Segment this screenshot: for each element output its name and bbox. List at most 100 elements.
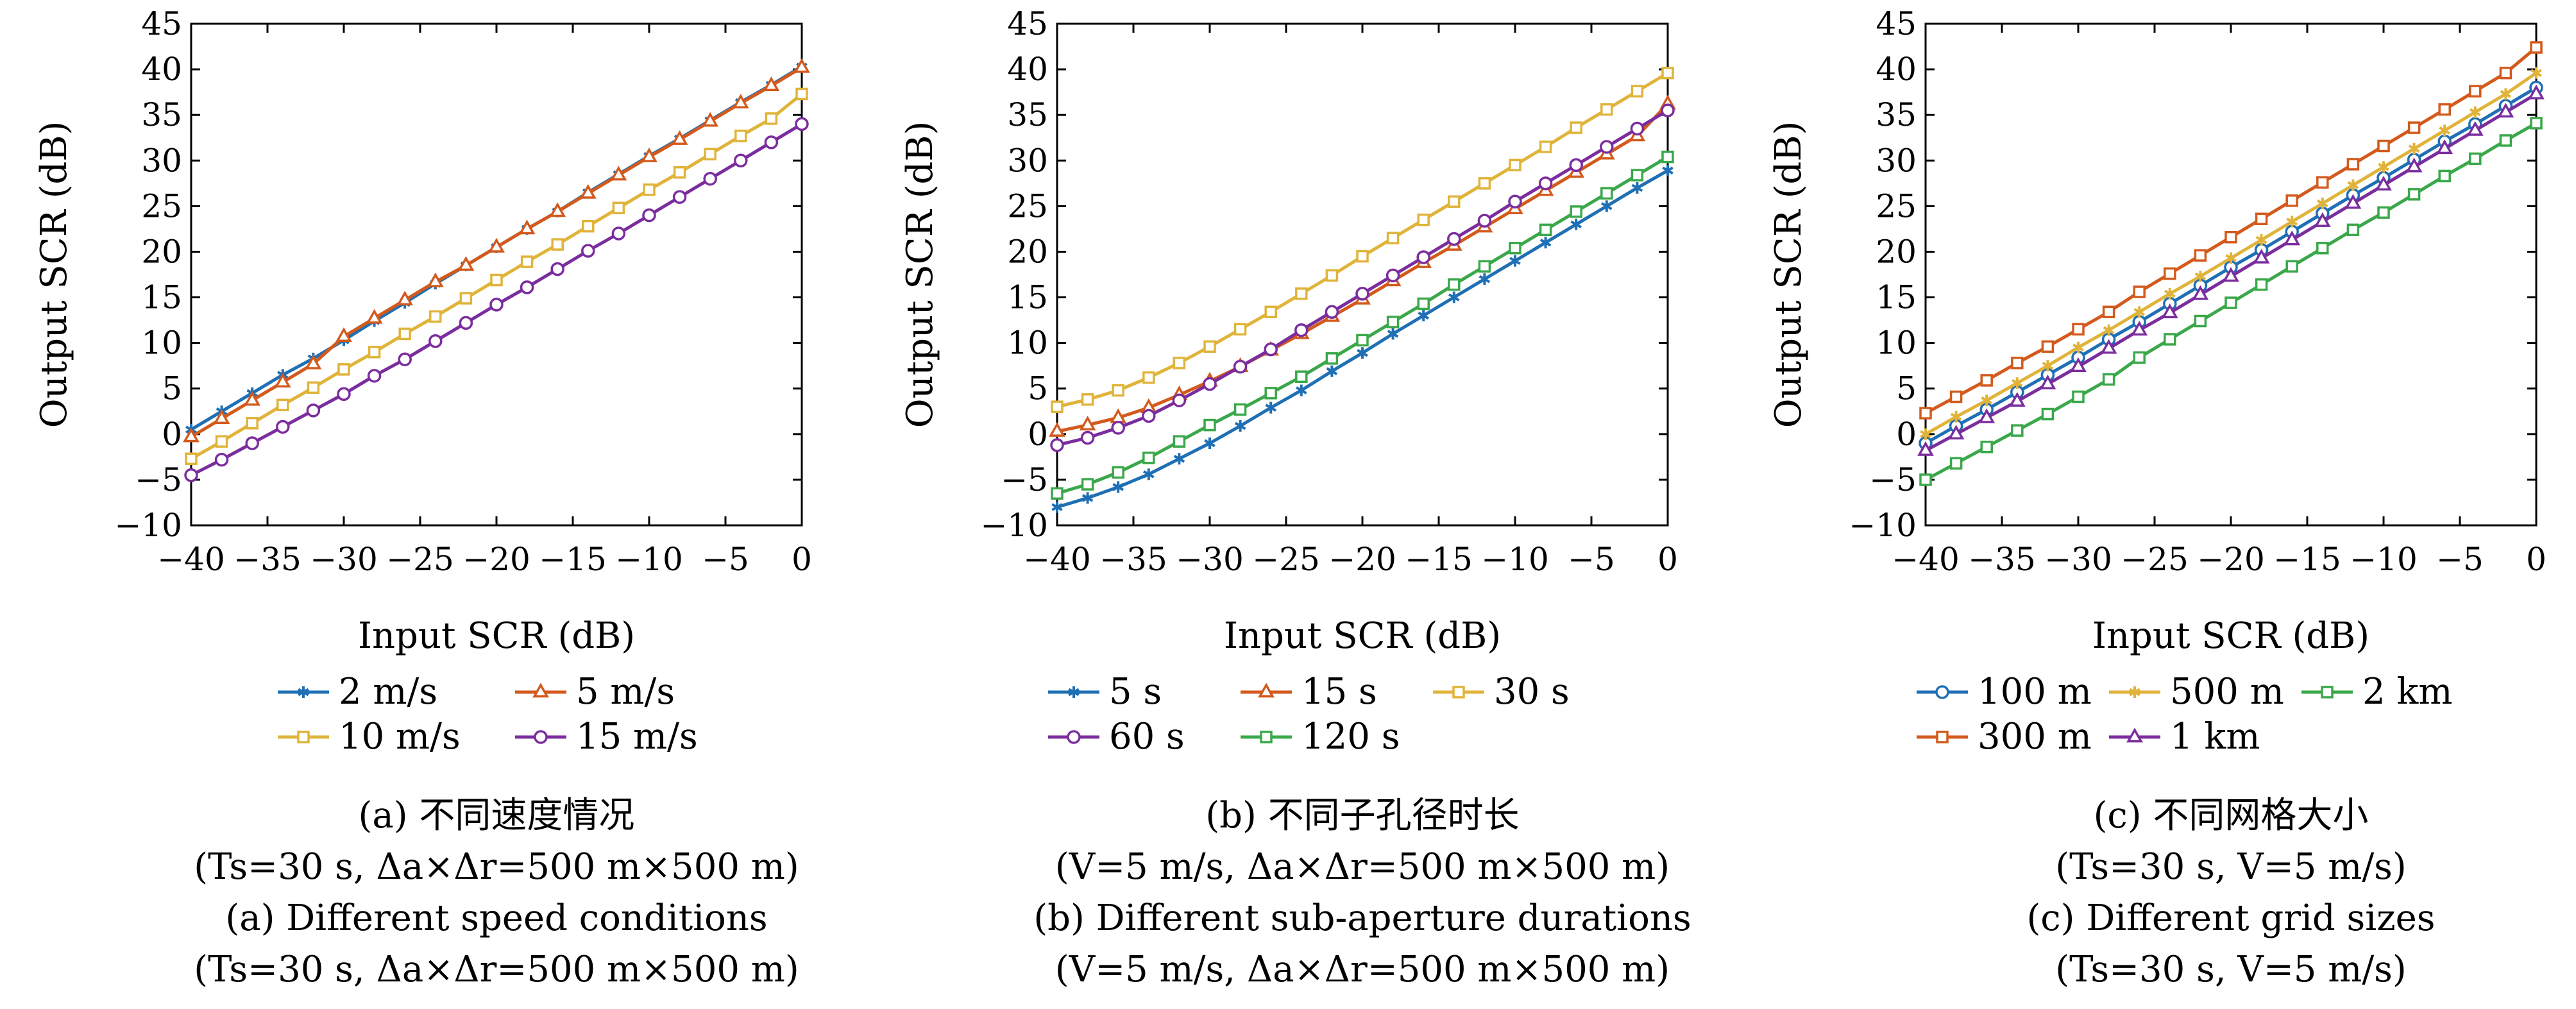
legend-label: 120 s xyxy=(1301,716,1400,758)
data-point xyxy=(183,427,199,443)
legend-marker xyxy=(1936,731,1949,743)
data-point xyxy=(2377,139,2390,153)
series-2-km xyxy=(1919,117,2543,486)
data-point xyxy=(1355,287,1369,301)
data-point xyxy=(581,244,595,258)
data-point xyxy=(335,327,352,343)
data-point xyxy=(2470,106,2481,118)
data-point xyxy=(1112,466,1124,479)
x-tick-label: −35 xyxy=(233,541,301,578)
data-point xyxy=(1050,438,1064,452)
data-point xyxy=(489,298,504,312)
legend-marker xyxy=(2321,686,2334,699)
series-5-m-s xyxy=(183,58,810,443)
data-point xyxy=(1295,370,1308,383)
data-point xyxy=(734,130,747,142)
caption-cn-params: (Ts=30 s, Δa×Δr=500 m×500 m) xyxy=(194,846,799,888)
data-point xyxy=(1386,232,1400,244)
legend-label: 2 km xyxy=(2362,671,2452,713)
data-point xyxy=(1631,182,1643,194)
legend-label: 300 m xyxy=(1978,716,2092,758)
data-point xyxy=(1356,334,1369,347)
y-tick-label: 35 xyxy=(1876,96,1917,133)
data-point xyxy=(704,148,716,161)
y-tick-label: 20 xyxy=(1007,233,1048,270)
data-point xyxy=(2439,124,2450,137)
data-point xyxy=(1325,352,1339,365)
data-point xyxy=(2164,333,2176,346)
data-point xyxy=(276,420,290,434)
data-point xyxy=(1325,305,1339,319)
data-point xyxy=(1949,457,1963,470)
data-point xyxy=(673,166,686,179)
data-point xyxy=(366,309,383,324)
data-point xyxy=(1233,323,1247,336)
data-point xyxy=(2255,233,2267,246)
data-point xyxy=(1325,269,1339,282)
data-point xyxy=(551,238,564,251)
data-point xyxy=(1509,242,1521,255)
data-point xyxy=(1448,291,1460,303)
caption-cn-params: (Ts=30 s, V=5 m/s) xyxy=(2055,846,2407,888)
data-point xyxy=(520,255,534,268)
data-point xyxy=(1173,357,1186,369)
data-point xyxy=(1051,501,1063,513)
data-point xyxy=(1662,164,1674,176)
data-point xyxy=(764,135,779,149)
data-point xyxy=(276,398,289,412)
data-point xyxy=(1357,347,1368,359)
x-tick-label: 0 xyxy=(1657,541,1678,578)
data-point xyxy=(1508,194,1522,209)
data-point xyxy=(2344,194,2362,209)
y-tick-label: 35 xyxy=(1007,96,1048,133)
data-point xyxy=(1264,342,1278,357)
series-30-s xyxy=(1051,67,1674,413)
data-point xyxy=(1919,473,1932,486)
data-point xyxy=(671,130,688,145)
series-500-m xyxy=(1920,67,2542,440)
legend-label: 1 km xyxy=(2170,716,2260,758)
data-point xyxy=(1173,435,1186,448)
legend-marker xyxy=(1452,686,1465,699)
data-point xyxy=(2072,390,2085,403)
data-point xyxy=(579,183,597,199)
data-point xyxy=(2407,188,2421,201)
data-point xyxy=(1509,158,1521,172)
data-point xyxy=(2011,424,2024,437)
data-point xyxy=(643,183,656,196)
data-point xyxy=(2039,375,2056,389)
data-point xyxy=(2436,139,2453,155)
data-point xyxy=(1110,408,1127,423)
y-tick-label: 25 xyxy=(1876,187,1917,225)
caption-cn: (a) 不同速度情况 xyxy=(359,795,635,836)
data-point xyxy=(2286,216,2298,228)
series-300-m xyxy=(1919,41,2543,420)
data-point xyxy=(2161,303,2178,319)
legend: 5 s 15 s 30 s 60 s 120 s xyxy=(1048,671,1570,758)
data-point xyxy=(2405,157,2423,173)
data-point xyxy=(2469,85,2482,98)
data-point xyxy=(2466,121,2484,136)
data-point xyxy=(1204,437,1216,450)
y-tick-label: 5 xyxy=(1028,370,1048,407)
data-point xyxy=(2041,407,2055,421)
data-point xyxy=(1233,359,1248,374)
y-tick-label: 30 xyxy=(1876,142,1917,179)
data-point xyxy=(2194,249,2207,262)
x-axis-label: Input SCR (dB) xyxy=(2092,615,2369,657)
data-point xyxy=(2346,223,2360,237)
data-point xyxy=(2223,267,2239,282)
data-point xyxy=(1264,305,1277,319)
data-point xyxy=(1539,223,1552,237)
legend-marker xyxy=(532,683,549,698)
data-point xyxy=(1051,400,1063,413)
data-point xyxy=(1600,140,1614,154)
data-point xyxy=(1356,250,1369,263)
data-point xyxy=(2133,351,2146,364)
data-point xyxy=(2103,324,2115,336)
data-point xyxy=(2378,161,2389,173)
data-point xyxy=(1296,384,1307,396)
legend-marker xyxy=(534,730,548,744)
x-tick-label: −30 xyxy=(310,541,378,578)
